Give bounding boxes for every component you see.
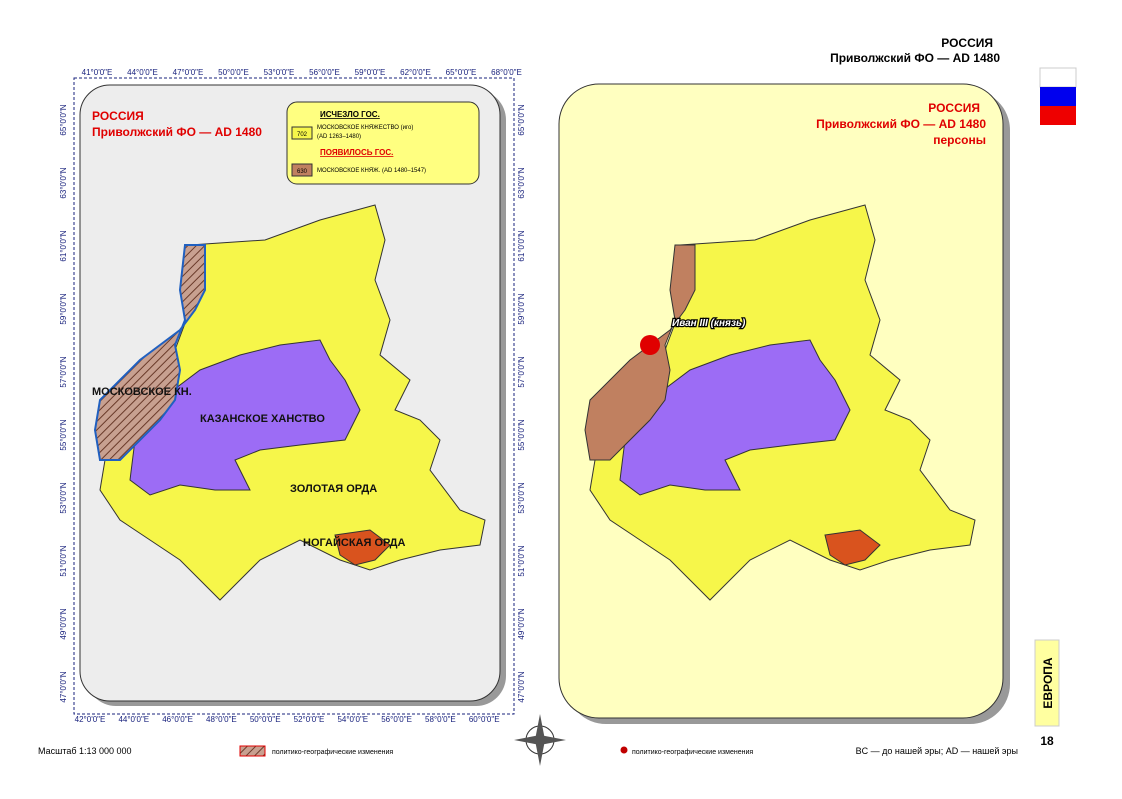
coordinate-label: 51°0'0"N [517,545,526,576]
map-subtitle: Приволжский ФО — AD 1480 [816,117,986,131]
coordinate-label: 62°0'0"E [400,68,431,77]
coordinate-label: 55°0'0"N [517,419,526,450]
coordinate-label: 47°0'0"N [59,671,68,702]
coordinate-label: 47°0'0"E [173,68,204,77]
map-title: РОССИЯ [92,109,144,123]
coordinate-label: 48°0'0"E [206,715,237,724]
coordinate-label: 68°0'0"E [491,68,522,77]
section-tab [1034,639,1060,727]
flag [1039,67,1077,125]
coordinate-label: 58°0'0"E [425,715,456,724]
coordinate-label: 41°0'0"E [82,68,113,77]
coordinate-label: 53°0'0"E [264,68,295,77]
coordinate-label: 46°0'0"E [162,715,193,724]
hatch-swatch [239,745,266,757]
coordinate-label: 44°0'0"E [118,715,149,724]
coordinate-label: 65°0'0"N [517,104,526,135]
coordinate-label: 47°0'0"N [517,671,526,702]
legend: ИСЧЕЗЛО ГОС. 702 МОСКОВСКОЕ КНЯЖЕСТВО (и… [286,101,480,185]
region-label: ЗОЛОТАЯ ОРДА [290,483,377,495]
legend-item: МОСКОВСКОЕ КНЯЖ. (AD 1480–1547) [317,168,426,174]
legend-item: МОСКОВСКОЕ КНЯЖЕСТВО (иго) [317,125,413,131]
region-label: МОСКОВСКОЕ КН. [92,386,192,398]
legend-code: 630 [297,169,308,175]
coordinate-label: 61°0'0"N [59,230,68,261]
section-label: ЕВРОПА [1041,657,1055,708]
coordinate-label: 52°0'0"E [294,715,325,724]
coordinate-labels: 41°0'0"E 44°0'0"E 47°0'0"E 50°0'0"E 53°0'0"E… [59,68,526,724]
region-label: КАЗАНСКОЕ ХАНСТВО [200,413,325,425]
coordinate-label: 49°0'0"N [517,608,526,639]
legend-heading: ИСЧЕЗЛО ГОС. [320,110,380,119]
coordinate-label: 42°0'0"E [75,715,106,724]
header-country: РОССИЯ [941,36,993,50]
coordinate-label: 49°0'0"N [59,608,68,639]
legend-text: политико-географические изменения [632,749,753,756]
legend-text: политико-географические изменения [272,749,393,756]
coordinate-label: 61°0'0"N [517,230,526,261]
coordinate-label: 54°0'0"E [337,715,368,724]
coordinate-label: 63°0'0"N [59,167,68,198]
page-number: 18 [1040,734,1054,748]
map-subtitle: Приволжский ФО — AD 1480 [92,125,262,139]
person-label[interactable]: Иван III (князь) [671,317,747,331]
header-subtitle: Приволжский ФО — AD 1480 [830,51,1000,65]
scale-text: Масштаб 1:13 000 000 [38,746,132,756]
legend-heading: ПОЯВИЛОСЬ ГОС. [320,148,393,157]
coordinate-label: 65°0'0"N [59,104,68,135]
coordinate-label: 56°0'0"E [309,68,340,77]
map-note: персоны [933,133,986,147]
coordinate-label: 50°0'0"E [218,68,249,77]
dot-swatch [620,746,628,754]
coordinate-label: 57°0'0"N [517,356,526,387]
coordinate-label: 51°0'0"N [59,545,68,576]
coordinate-label: 44°0'0"E [127,68,158,77]
coordinate-label: 59°0'0"N [59,293,68,324]
person-icon[interactable] [640,335,660,355]
compass [514,714,566,766]
coordinate-label: 57°0'0"N [59,356,68,387]
coordinate-label: 56°0'0"E [381,715,412,724]
coordinate-label: 60°0'0"E [469,715,500,724]
coordinate-label: 53°0'0"N [59,482,68,513]
coordinate-label: 55°0'0"N [59,419,68,450]
coordinate-label: 63°0'0"N [517,167,526,198]
coordinate-label: 50°0'0"E [250,715,281,724]
legend-dates: (AD 1263–1480) [317,134,361,140]
coordinate-label: 65°0'0"E [446,68,477,77]
legend-code: 702 [297,132,308,138]
coordinate-label: 59°0'0"E [355,68,386,77]
region-label: НОГАЙСКАЯ ОРДА [303,536,405,549]
map-title: РОССИЯ [928,101,980,115]
map-frame [73,77,515,715]
coordinate-label: 53°0'0"N [517,482,526,513]
coordinate-label: 59°0'0"N [517,293,526,324]
era-note: BC — до нашей эры; AD — нашей эры [856,746,1018,756]
